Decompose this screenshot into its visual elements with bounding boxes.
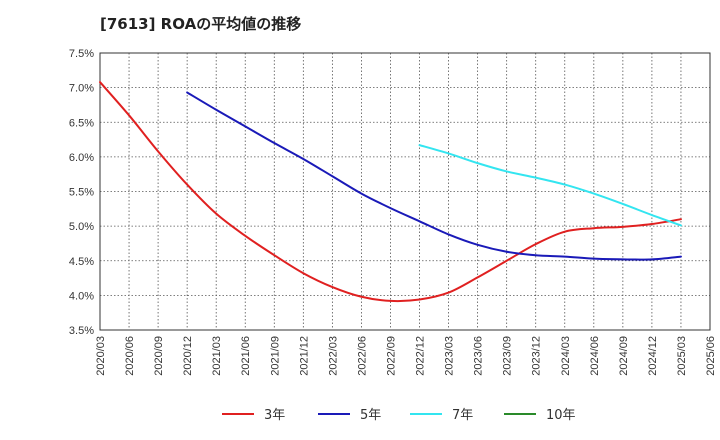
x-tick-label: 2023/03 xyxy=(444,336,456,376)
chart-title: [7613] ROAの平均値の推移 xyxy=(100,15,302,33)
series-line-5年 xyxy=(186,91,682,261)
series-lines xyxy=(99,81,682,303)
y-tick-label: 4.5% xyxy=(69,256,94,268)
x-tick-label: 2020/12 xyxy=(182,336,194,376)
legend-label: 3年 xyxy=(264,408,285,423)
x-tick-label: 2020/06 xyxy=(124,336,136,376)
x-tick-label: 2025/06 xyxy=(705,336,717,376)
y-tick-label: 4.0% xyxy=(69,290,94,302)
legend-label: 5年 xyxy=(360,408,381,423)
x-tick-label: 2021/03 xyxy=(211,336,223,376)
x-tick-label: 2021/12 xyxy=(298,336,310,376)
y-tick-label: 7.5% xyxy=(69,48,94,60)
x-tick-label: 2021/06 xyxy=(240,336,252,376)
plot-frame xyxy=(99,52,711,331)
y-tick-label: 7.0% xyxy=(69,83,94,95)
x-tick-label: 2022/09 xyxy=(385,336,397,376)
x-tick-label: 2023/12 xyxy=(531,336,543,376)
axes: 3.5% 4.0% 4.5% 5.0% 5.5% 6.0% 6.5% 7.0% 7.5% 2020… xyxy=(69,48,717,376)
x-tick-label: 2024/03 xyxy=(560,336,572,376)
x-tick-label: 2023/09 xyxy=(502,336,514,376)
x-tick-label: 2020/09 xyxy=(153,336,165,376)
legend-label: 10年 xyxy=(546,408,576,423)
x-tick-label: 2024/09 xyxy=(618,336,630,376)
y-tick-label: 6.0% xyxy=(69,152,94,164)
x-tick-label: 2024/12 xyxy=(647,336,659,376)
x-tick-label: 2022/03 xyxy=(327,336,339,376)
y-tick-label: 5.0% xyxy=(69,221,94,233)
x-tick-label: 2020/03 xyxy=(95,336,107,376)
x-tick-label: 2023/06 xyxy=(473,336,485,376)
x-tick-label: 2025/03 xyxy=(676,336,688,376)
y-tick-label: 5.5% xyxy=(69,187,94,199)
y-tick-label: 6.5% xyxy=(69,117,94,129)
x-tick-label: 2024/06 xyxy=(589,336,601,376)
x-tick-label: 2022/06 xyxy=(356,336,368,376)
y-tick-label: 3.5% xyxy=(69,325,94,337)
series-line-7年 xyxy=(418,144,682,227)
legend: 3年 5年 7年 10年 xyxy=(222,408,576,423)
x-tick-label: 2022/12 xyxy=(415,336,427,376)
series-line-3年 xyxy=(99,81,682,303)
legend-label: 7年 xyxy=(452,408,473,423)
x-tick-label: 2021/09 xyxy=(269,336,281,376)
